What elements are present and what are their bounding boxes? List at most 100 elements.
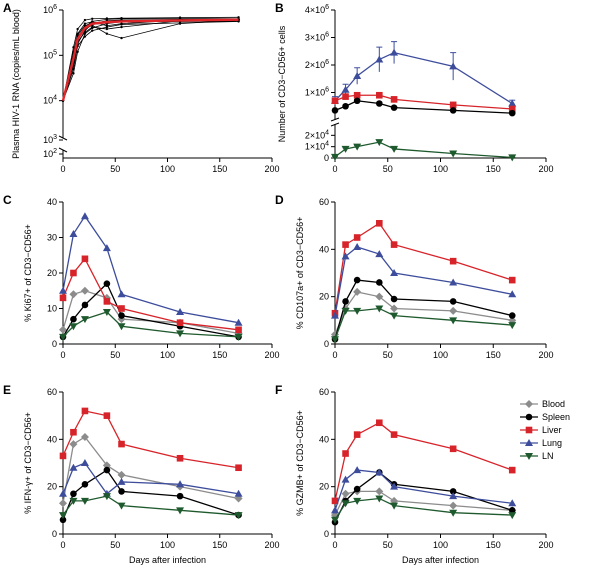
x-tick-label: 200 xyxy=(264,350,279,360)
individual-series-line xyxy=(62,19,239,101)
y-tick-label: 20 xyxy=(319,292,329,302)
y-tick-label: 0 xyxy=(52,529,57,539)
data-point-ln xyxy=(331,516,339,524)
data-point-spleen xyxy=(376,279,383,286)
x-tick-label: 200 xyxy=(264,164,279,174)
x-tick-label: 150 xyxy=(212,540,227,550)
data-point-ln xyxy=(375,305,384,313)
panel-label: A xyxy=(3,1,12,15)
x-tick-label: 0 xyxy=(332,540,337,550)
data-point-ln xyxy=(390,502,399,510)
data-point-spleen xyxy=(118,312,125,319)
x-tick-label: 100 xyxy=(433,164,448,174)
x-tick-label: 150 xyxy=(212,164,227,174)
data-point-spleen xyxy=(103,466,111,474)
data-point-ln xyxy=(375,495,384,503)
data-point-ln xyxy=(80,497,89,505)
data-point-ln xyxy=(331,153,339,161)
legend-marker-spleen xyxy=(525,413,533,421)
data-point-spleen xyxy=(176,492,184,500)
y-tick-label: 105 xyxy=(43,49,57,60)
data-point-liver xyxy=(81,407,89,415)
x-tick-label: 200 xyxy=(264,540,279,550)
data-point xyxy=(237,16,240,19)
series-line-blood xyxy=(334,291,513,335)
data-point xyxy=(105,32,109,35)
data-point xyxy=(72,46,75,49)
data-point xyxy=(91,17,94,20)
data-point-blood xyxy=(375,292,384,301)
data-point-liver xyxy=(508,276,516,284)
data-point-lung xyxy=(353,242,362,250)
data-point-liver xyxy=(235,326,242,334)
legend-label-lung: Lung xyxy=(542,438,562,448)
data-point-spleen xyxy=(449,298,457,305)
data-point-liver xyxy=(59,294,67,302)
series-line-liver xyxy=(334,421,513,502)
y-tick-label: 4×106 xyxy=(305,4,329,15)
data-point-liver xyxy=(81,255,89,263)
data-point-ln xyxy=(176,507,185,515)
series-line-spleen xyxy=(334,471,513,523)
data-point-spleen xyxy=(59,516,67,524)
y-tick-label: 60 xyxy=(319,197,329,207)
data-point-lung xyxy=(69,463,78,471)
individual-series-line xyxy=(62,21,239,101)
x-tick-label: 150 xyxy=(486,164,501,174)
data-point-liver xyxy=(103,298,111,305)
y-axis-label: % Ki67+ of CD3−CD56+ xyxy=(23,224,33,322)
data-point-lung xyxy=(102,244,111,252)
data-point xyxy=(72,67,75,71)
y-tick-label: 102 xyxy=(43,148,57,159)
data-point-spleen xyxy=(449,488,457,495)
data-point-lung xyxy=(390,48,399,56)
data-point-spleen xyxy=(118,488,125,495)
x-tick-label: 50 xyxy=(110,164,120,174)
data-point-liver xyxy=(353,234,361,241)
x-tick-label: 200 xyxy=(538,350,553,360)
individual-series-line xyxy=(62,19,239,101)
data-point-liver xyxy=(508,466,516,474)
series-line-ln xyxy=(334,307,513,340)
x-tick-label: 50 xyxy=(110,350,120,360)
x-tick-label: 0 xyxy=(60,350,65,360)
data-point-spleen xyxy=(81,481,89,488)
data-point-lung xyxy=(508,290,517,298)
individual-series-line xyxy=(62,19,239,101)
data-point xyxy=(120,25,123,29)
axis-break-mark xyxy=(330,122,340,127)
data-point-blood xyxy=(59,499,67,508)
data-point-liver xyxy=(390,431,398,438)
y-tick-label: 20 xyxy=(47,482,57,492)
data-point-spleen xyxy=(353,97,361,105)
y-tick-label: 40 xyxy=(47,197,57,207)
data-point-ln xyxy=(449,509,458,517)
panel-f: F 0 50 100 150 200 Days after infection 0 20 40 60… xyxy=(275,383,554,565)
y-tick-label: 2×104 xyxy=(305,129,329,140)
legend-marker-lung xyxy=(525,439,533,446)
data-point-ln xyxy=(234,512,243,520)
y-tick-label: 20 xyxy=(319,482,329,492)
data-point-spleen xyxy=(353,485,361,493)
legend-marker-ln xyxy=(525,453,533,460)
data-point-blood xyxy=(390,304,399,313)
data-point-spleen xyxy=(508,507,516,514)
individual-series-line xyxy=(62,19,239,101)
data-point-ln xyxy=(117,323,126,331)
data-point-spleen xyxy=(331,107,339,114)
data-point xyxy=(83,35,87,38)
data-point xyxy=(76,27,79,31)
data-point-blood xyxy=(341,489,350,498)
data-point-spleen xyxy=(508,312,516,319)
data-point-spleen xyxy=(390,104,398,111)
x-tick-label: 100 xyxy=(160,164,175,174)
data-point xyxy=(91,25,94,29)
y-tick-label: 20 xyxy=(47,268,57,278)
axis-break-mark xyxy=(58,135,68,141)
data-point-ln xyxy=(69,323,78,331)
data-point-blood xyxy=(449,306,458,315)
y-tick-label: 106 xyxy=(43,4,57,15)
data-point-liver xyxy=(353,91,361,99)
x-tick-label: 150 xyxy=(486,350,501,360)
y-tick-label: 103 xyxy=(43,134,57,145)
